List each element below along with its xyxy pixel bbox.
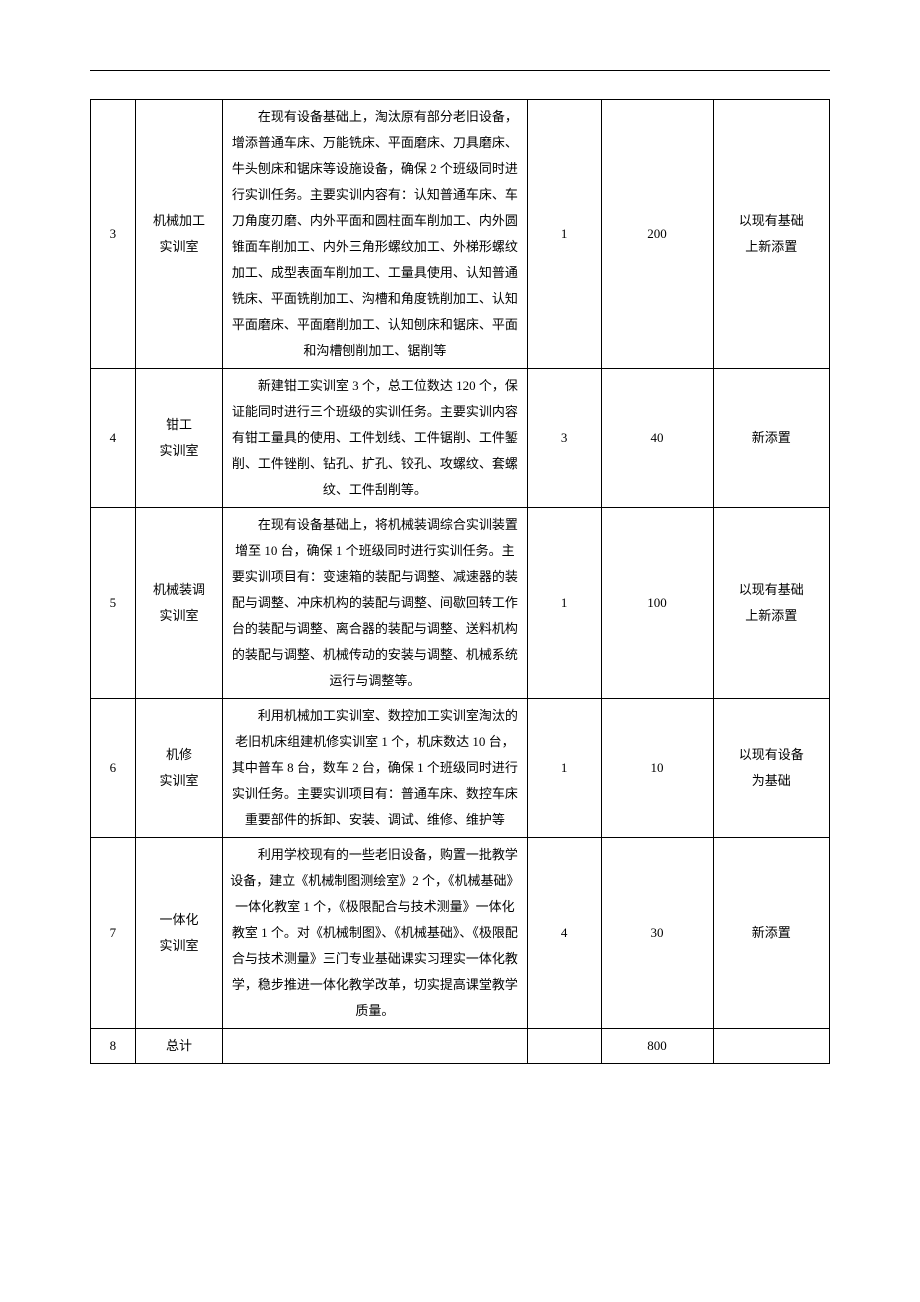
- header-rule: [90, 70, 830, 71]
- desc-text: 利用机械加工实训室、数控加工实训室淘汰的老旧机床组建机修实训室 1 个，机床数达…: [232, 708, 518, 827]
- cell-name: 机械装调 实训室: [135, 508, 222, 699]
- cell-name: 机械加工 实训室: [135, 100, 222, 369]
- cell-description: 利用学校现有的一些老旧设备，购置一批教学设备，建立《机械制图测绘室》2 个，《机…: [223, 838, 528, 1029]
- name-line: 实训室: [159, 443, 198, 458]
- name-line: 实训室: [159, 239, 198, 254]
- note-line: 以现有基础: [739, 213, 804, 228]
- cell-description: 在现有设备基础上，将机械装调综合实训装置增至 10 台，确保 1 个班级同时进行…: [223, 508, 528, 699]
- cell-investment: 10: [601, 699, 713, 838]
- note-line: 上新添置: [745, 608, 797, 623]
- cell-index: 4: [91, 369, 136, 508]
- name-line: 实训室: [159, 938, 198, 953]
- table-row: 7 一体化 实训室 利用学校现有的一些老旧设备，购置一批教学设备，建立《机械制图…: [91, 838, 830, 1029]
- name-line: 总计: [166, 1038, 192, 1053]
- cell-index: 3: [91, 100, 136, 369]
- desc-text: 在现有设备基础上，将机械装调综合实训装置增至 10 台，确保 1 个班级同时进行…: [232, 517, 518, 688]
- cell-index: 8: [91, 1029, 136, 1064]
- note-line: 上新添置: [745, 239, 797, 254]
- cell-quantity: 1: [527, 699, 601, 838]
- cell-note: 以现有基础 上新添置: [713, 100, 829, 369]
- document-page: 3 机械加工 实训室 在现有设备基础上，淘汰原有部分老旧设备，增添普通车床、万能…: [0, 0, 920, 1104]
- cell-name: 钳工 实训室: [135, 369, 222, 508]
- name-line: 钳工: [166, 417, 192, 432]
- table-row: 6 机修 实训室 利用机械加工实训室、数控加工实训室淘汰的老旧机床组建机修实训室…: [91, 699, 830, 838]
- table-row: 4 钳工 实训室 新建钳工实训室 3 个，总工位数达 120 个，保证能同时进行…: [91, 369, 830, 508]
- cell-investment: 100: [601, 508, 713, 699]
- cell-quantity: 1: [527, 508, 601, 699]
- cell-description: 新建钳工实训室 3 个，总工位数达 120 个，保证能同时进行三个班级的实训任务…: [223, 369, 528, 508]
- cell-name: 机修 实训室: [135, 699, 222, 838]
- cell-investment: 40: [601, 369, 713, 508]
- cell-investment: 30: [601, 838, 713, 1029]
- cell-quantity: 4: [527, 838, 601, 1029]
- cell-description: [223, 1029, 528, 1064]
- cell-description: 利用机械加工实训室、数控加工实训室淘汰的老旧机床组建机修实训室 1 个，机床数达…: [223, 699, 528, 838]
- cell-investment: 200: [601, 100, 713, 369]
- note-line: 新添置: [752, 430, 791, 445]
- cell-note: [713, 1029, 829, 1064]
- cell-index: 6: [91, 699, 136, 838]
- cell-index: 5: [91, 508, 136, 699]
- desc-text: 在现有设备基础上，淘汰原有部分老旧设备，增添普通车床、万能铣床、平面磨床、刀具磨…: [232, 109, 518, 358]
- name-line: 机修: [166, 747, 192, 762]
- cell-index: 7: [91, 838, 136, 1029]
- cell-note: 新添置: [713, 838, 829, 1029]
- cell-quantity: 3: [527, 369, 601, 508]
- desc-text: 新建钳工实训室 3 个，总工位数达 120 个，保证能同时进行三个班级的实训任务…: [232, 378, 518, 497]
- name-line: 机械装调: [153, 582, 205, 597]
- table-row-total: 8 总计 800: [91, 1029, 830, 1064]
- cell-investment: 800: [601, 1029, 713, 1064]
- name-line: 机械加工: [153, 213, 205, 228]
- note-line: 为基础: [752, 773, 791, 788]
- note-line: 以现有设备: [739, 747, 804, 762]
- table-row: 5 机械装调 实训室 在现有设备基础上，将机械装调综合实训装置增至 10 台，确…: [91, 508, 830, 699]
- desc-text: 利用学校现有的一些老旧设备，购置一批教学设备，建立《机械制图测绘室》2 个，《机…: [230, 847, 519, 1018]
- cell-quantity: 1: [527, 100, 601, 369]
- name-line: 一体化: [159, 912, 198, 927]
- cell-note: 以现有基础 上新添置: [713, 508, 829, 699]
- cell-name: 一体化 实训室: [135, 838, 222, 1029]
- name-line: 实训室: [159, 608, 198, 623]
- note-line: 以现有基础: [739, 582, 804, 597]
- name-line: 实训室: [159, 773, 198, 788]
- cell-note: 以现有设备 为基础: [713, 699, 829, 838]
- cell-quantity: [527, 1029, 601, 1064]
- training-room-table: 3 机械加工 实训室 在现有设备基础上，淘汰原有部分老旧设备，增添普通车床、万能…: [90, 99, 830, 1064]
- cell-name: 总计: [135, 1029, 222, 1064]
- table-row: 3 机械加工 实训室 在现有设备基础上，淘汰原有部分老旧设备，增添普通车床、万能…: [91, 100, 830, 369]
- cell-note: 新添置: [713, 369, 829, 508]
- note-line: 新添置: [752, 925, 791, 940]
- cell-description: 在现有设备基础上，淘汰原有部分老旧设备，增添普通车床、万能铣床、平面磨床、刀具磨…: [223, 100, 528, 369]
